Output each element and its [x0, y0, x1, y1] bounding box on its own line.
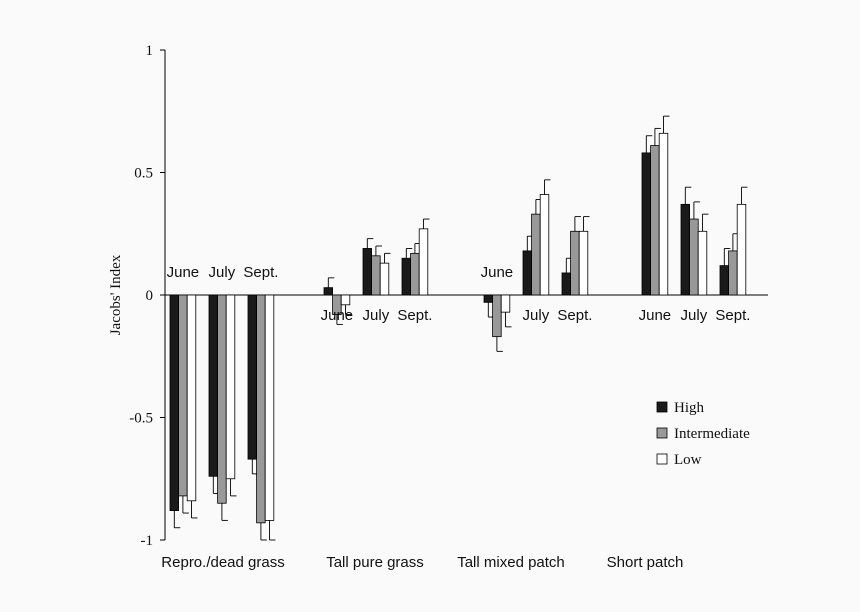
bar-low [186, 294, 197, 502]
month-label: June [639, 307, 672, 324]
bar-high [483, 294, 494, 303]
bar-high [323, 287, 334, 296]
bar-high [522, 250, 533, 296]
y-tick-label: -0.5 [129, 411, 153, 427]
bar-intermediate [728, 250, 738, 296]
bar-intermediate [570, 230, 580, 296]
bar-low [418, 228, 429, 296]
month-label: July [209, 264, 236, 281]
bar-high [247, 294, 258, 460]
bar-intermediate [256, 294, 266, 524]
month-label: Sept. [397, 307, 432, 324]
bar-intermediate [492, 294, 502, 338]
bar-intermediate [689, 218, 699, 296]
y-axis-label: Jacobs' Index [108, 254, 124, 335]
labels: Jacobs' Index June July Sept. Repro./dead gr… [108, 254, 750, 571]
bar-low [225, 294, 236, 480]
group-label: Tall pure grass [326, 554, 424, 571]
month-label: July [523, 307, 550, 324]
legend: High Intermediate Low [656, 400, 750, 468]
bar-intermediate [178, 294, 188, 497]
bar-high [208, 294, 219, 477]
legend-label: High [674, 400, 705, 416]
legend-swatch-high [656, 401, 668, 413]
month-label: Sept. [715, 307, 750, 324]
y-tick-label: 0.5 [134, 166, 153, 182]
month-label: July [681, 307, 708, 324]
bar-intermediate [217, 294, 227, 504]
bar-low [539, 194, 550, 296]
month-label: Sept. [557, 307, 592, 324]
y-tick-label: 0 [146, 288, 154, 304]
bars [169, 115, 748, 541]
group-label: Short patch [607, 554, 684, 571]
bar-low [736, 203, 747, 296]
month-label: June [321, 307, 354, 324]
legend-swatch-intermediate [656, 427, 668, 439]
bar-high [719, 265, 730, 296]
legend-label: Intermediate [674, 426, 750, 442]
legend-label: Low [674, 452, 702, 468]
bar-high [362, 248, 373, 296]
bar-low [379, 262, 390, 296]
y-tick-label: 1 [146, 43, 154, 59]
group-label: Tall mixed patch [457, 554, 565, 571]
bar-intermediate [371, 255, 381, 296]
month-label: July [363, 307, 390, 324]
legend-swatch-low [656, 453, 668, 465]
bar-low [578, 230, 589, 296]
bar-high [641, 152, 652, 296]
bar-high [561, 272, 572, 296]
bar-intermediate [531, 213, 541, 296]
bar-low [340, 294, 351, 306]
bar-high [169, 294, 180, 512]
group-label: Repro./dead grass [161, 554, 284, 571]
bar-high [401, 257, 412, 296]
month-label: June [167, 264, 200, 281]
month-label: Sept. [243, 264, 278, 281]
bar-intermediate [650, 145, 660, 296]
bar-low [658, 132, 669, 296]
month-label: June [481, 264, 514, 281]
bar-low [264, 294, 275, 521]
bar-intermediate [410, 252, 420, 296]
bar-low [500, 294, 511, 313]
bar-high [680, 203, 691, 296]
bar-low [697, 230, 708, 296]
y-tick-label: -1 [141, 533, 154, 549]
